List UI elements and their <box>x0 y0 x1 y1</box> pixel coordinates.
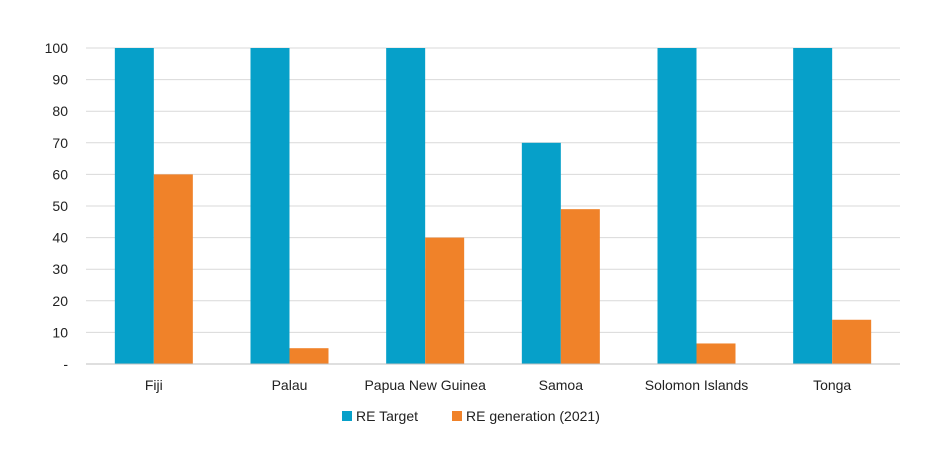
y-tick-label: 70 <box>52 135 68 151</box>
legend-swatch <box>342 411 352 421</box>
legend-label: RE Target <box>356 408 418 424</box>
bar-re-generation-samoa <box>560 209 600 364</box>
bar-re-target-tonga <box>793 48 833 364</box>
x-tick-label: Palau <box>272 377 308 393</box>
x-tick-label: Solomon Islands <box>645 377 749 393</box>
x-tick-label: Fiji <box>145 377 163 393</box>
bar-re-target-solomon-islands <box>657 48 697 364</box>
y-tick-label: 30 <box>52 261 68 277</box>
y-tick-label: 50 <box>52 198 68 214</box>
bar-re-generation-fiji <box>153 174 193 364</box>
bar-re-target-samoa <box>521 142 561 364</box>
legend: RE Target RE generation (2021) <box>342 408 600 424</box>
y-tick-label: 90 <box>52 72 68 88</box>
bar-re-generation-tonga <box>832 319 872 364</box>
x-tick-label: Tonga <box>813 377 851 393</box>
gridlines <box>86 47 900 333</box>
y-tick-label: 10 <box>52 324 68 340</box>
y-tick-label: 20 <box>52 293 68 309</box>
x-tick-label: Samoa <box>539 377 584 393</box>
y-axis-ticks: - 10 20 30 40 50 60 70 80 90 100 <box>45 40 69 372</box>
legend-label: RE generation (2021) <box>466 408 600 424</box>
y-tick-label: 100 <box>45 40 69 56</box>
y-tick-label: - <box>63 356 68 372</box>
y-tick-label: 60 <box>52 166 68 182</box>
y-tick-label: 80 <box>52 103 68 119</box>
x-axis-ticks: Fiji Palau Papua New Guinea Samoa Solomon Is… <box>145 377 852 393</box>
y-tick-label: 40 <box>52 230 68 246</box>
bar-re-target-palau <box>250 48 290 364</box>
bar-re-generation-solomon-islands <box>696 343 736 364</box>
bar-re-generation-papua-new-guinea <box>425 237 465 364</box>
bar-re-generation-palau <box>289 348 329 364</box>
bars <box>114 48 872 364</box>
bar-re-target-fiji <box>114 48 154 364</box>
x-tick-label: Papua New Guinea <box>364 377 486 393</box>
legend-swatch <box>452 411 462 421</box>
bar-re-target-papua-new-guinea <box>386 48 426 364</box>
